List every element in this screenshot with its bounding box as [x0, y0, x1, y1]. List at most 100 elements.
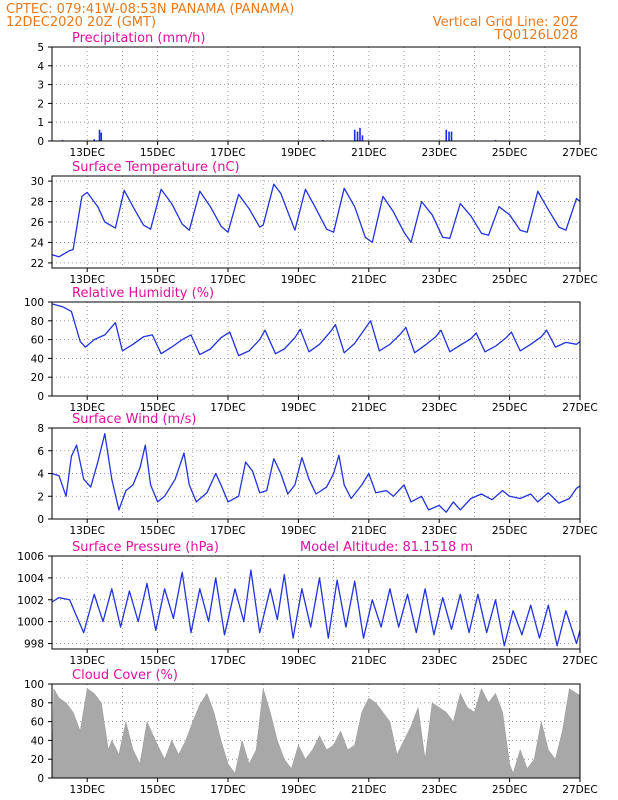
- xtick-label: 13DEC: [69, 784, 104, 796]
- ytick-label: 20: [31, 754, 44, 766]
- rh-frame: [51, 301, 581, 397]
- wind-line: [51, 433, 581, 513]
- temp-panel: Surface Temperature (nC) 22 24 26 28 30 13DEC 1…: [31, 160, 598, 286]
- ytick-label: 24: [31, 237, 45, 249]
- ytick-label: 30: [31, 176, 44, 188]
- ytick-label: 8: [37, 423, 44, 435]
- temp-line: [51, 183, 581, 258]
- precip-panel: Precipitation (mm/h) 0 1 2 3 4 5 13DEC 15DEC 17DE…: [37, 31, 597, 159]
- ytick-label: 0: [37, 391, 44, 403]
- header-code: TQ0126L028: [494, 28, 578, 43]
- xtick-label: 21DEC: [351, 147, 386, 159]
- ytick-label: 0: [37, 514, 44, 526]
- wind-title: Surface Wind (m/s): [72, 412, 196, 427]
- pres-panel: Surface Pressure (hPa) Model Altitude: 81…: [17, 540, 597, 667]
- wind-panel: Surface Wind (m/s) 0 2 4 6 8 13DEC 15DEC 17DEC 19…: [37, 412, 597, 537]
- xtick-label: 13DEC: [69, 274, 104, 286]
- xtick-label: 19DEC: [281, 402, 316, 414]
- xtick-label: 13DEC: [69, 525, 104, 537]
- xtick-label: 17DEC: [210, 147, 245, 159]
- header-date: 12DEC2020 20Z (GMT): [6, 15, 156, 30]
- xtick-label: 27DEC: [562, 784, 597, 796]
- xtick-label: 21DEC: [351, 655, 386, 667]
- ytick-label: 2: [37, 491, 44, 503]
- cloud-frame: [51, 683, 581, 779]
- ytick-label: 4: [37, 469, 44, 481]
- ytick-label: 2: [37, 98, 44, 110]
- precip-bar: [353, 129, 356, 141]
- xtick-label: 25DEC: [492, 655, 527, 667]
- rh-title: Relative Humidity (%): [72, 286, 214, 301]
- ytick-label: 0: [37, 773, 44, 785]
- xtick-label: 23DEC: [421, 784, 456, 796]
- ytick-label: 40: [31, 353, 44, 365]
- ytick-label: 5: [37, 42, 44, 54]
- ytick-label: 40: [31, 735, 44, 747]
- xtick-label: 19DEC: [281, 274, 316, 286]
- ytick-label: 20: [31, 372, 44, 384]
- precip-bar: [445, 129, 448, 141]
- precip-frame: [51, 46, 581, 142]
- ytick-label: 100: [24, 297, 44, 309]
- xtick-label: 19DEC: [281, 525, 316, 537]
- pres-annotation: Model Altitude: 81.1518 m: [300, 540, 473, 555]
- pres-frame: [51, 555, 581, 650]
- xtick-label: 27DEC: [562, 274, 597, 286]
- xtick-label: 25DEC: [492, 147, 527, 159]
- xtick-label: 15DEC: [140, 274, 175, 286]
- xtick-label: 21DEC: [351, 525, 386, 537]
- cloud-panel: Cloud Cover (%) 0 20 40 60 80 100 13DEC 15DEC 17D…: [24, 668, 598, 796]
- xtick-label: 13DEC: [69, 147, 104, 159]
- precip-bar: [359, 127, 361, 141]
- xtick-label: 21DEC: [351, 402, 386, 414]
- pres-line: [51, 569, 581, 647]
- temp-title: Surface Temperature (nC): [72, 160, 240, 175]
- xtick-label: 15DEC: [140, 402, 175, 414]
- xtick-label: 15DEC: [140, 525, 175, 537]
- ytick-label: 60: [31, 717, 44, 729]
- ytick-label: 1002: [17, 595, 44, 607]
- temp-frame: [51, 175, 581, 269]
- ytick-label: 3: [37, 80, 44, 92]
- pres-title: Surface Pressure (hPa): [72, 540, 219, 555]
- xtick-label: 27DEC: [562, 655, 597, 667]
- rh-line: [51, 303, 581, 357]
- cloud-title: Cloud Cover (%): [72, 668, 178, 683]
- xtick-label: 23DEC: [421, 525, 456, 537]
- precip-bar: [100, 132, 103, 141]
- xtick-label: 25DEC: [492, 274, 527, 286]
- xtick-label: 17DEC: [210, 274, 245, 286]
- xtick-label: 23DEC: [421, 147, 456, 159]
- ytick-label: 1: [37, 117, 44, 129]
- ytick-label: 60: [31, 335, 44, 347]
- ytick-label: 22: [31, 258, 44, 270]
- xtick-label: 25DEC: [492, 784, 527, 796]
- precip-bar: [356, 131, 359, 141]
- xtick-label: 27DEC: [562, 147, 597, 159]
- xtick-label: 17DEC: [210, 784, 245, 796]
- xtick-label: 17DEC: [210, 655, 245, 667]
- precip-bar: [93, 139, 96, 141]
- xtick-label: 25DEC: [492, 402, 527, 414]
- wind-frame: [51, 427, 581, 520]
- ytick-label: 28: [31, 197, 44, 209]
- xtick-label: 17DEC: [210, 525, 245, 537]
- cloud-area: [51, 687, 581, 779]
- xtick-label: 25DEC: [492, 525, 527, 537]
- xtick-label: 27DEC: [562, 525, 597, 537]
- precip-bar: [361, 135, 364, 141]
- xtick-label: 19DEC: [281, 784, 316, 796]
- ytick-label: 1006: [17, 551, 44, 563]
- xtick-label: 27DEC: [562, 402, 597, 414]
- precip-bar: [98, 129, 101, 141]
- xtick-label: 15DEC: [140, 655, 175, 667]
- xtick-label: 21DEC: [351, 784, 386, 796]
- ytick-label: 998: [24, 639, 44, 651]
- xtick-label: 15DEC: [140, 147, 175, 159]
- rh-panel: Relative Humidity (%) 0 20 40 60 80 100 13DEC 15…: [24, 286, 598, 414]
- xtick-label: 23DEC: [421, 655, 456, 667]
- xtick-label: 19DEC: [281, 655, 316, 667]
- xtick-label: 19DEC: [281, 147, 316, 159]
- xtick-label: 17DEC: [210, 402, 245, 414]
